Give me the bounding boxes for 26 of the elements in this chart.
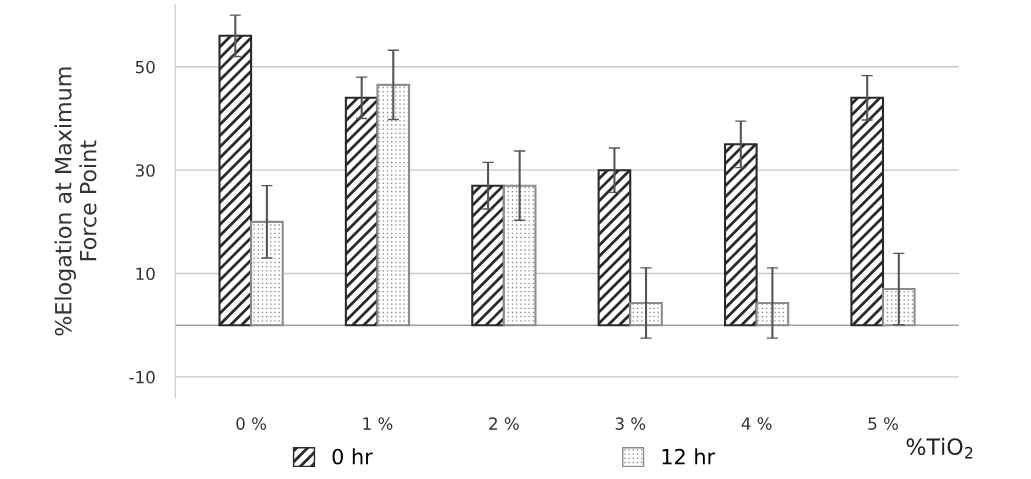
bar	[850, 96, 885, 327]
bar	[218, 34, 253, 327]
x-tick-label: 4 %	[741, 417, 772, 430]
x-tick-label: 5 %	[868, 417, 898, 430]
legend-label: 0 hr	[332, 448, 373, 465]
y-tick-label: 50	[135, 60, 155, 74]
bar	[502, 184, 537, 327]
y-axis-title: %Elogation at Maximum Force Point	[54, 67, 97, 336]
legend-label: 12 hr	[662, 448, 716, 465]
bar	[755, 301, 790, 327]
bar	[471, 184, 505, 327]
bar	[881, 288, 916, 327]
x-tick-label: 3 %	[615, 417, 646, 430]
x-tick-label: 2 %	[489, 417, 519, 430]
y-tick-label: 30	[135, 164, 155, 177]
y-tick-label: 10	[136, 267, 155, 281]
bar	[629, 301, 663, 327]
bar	[376, 83, 411, 327]
x-tick-label: 0 %	[236, 417, 267, 430]
x-axis-title: %TiO$_{2}$	[906, 437, 973, 459]
y-tick-label: -10	[129, 370, 155, 384]
bar	[723, 143, 758, 327]
bar	[597, 169, 632, 327]
bar	[250, 220, 284, 327]
x-tick-label: 1 %	[363, 417, 393, 430]
bar	[344, 96, 379, 327]
